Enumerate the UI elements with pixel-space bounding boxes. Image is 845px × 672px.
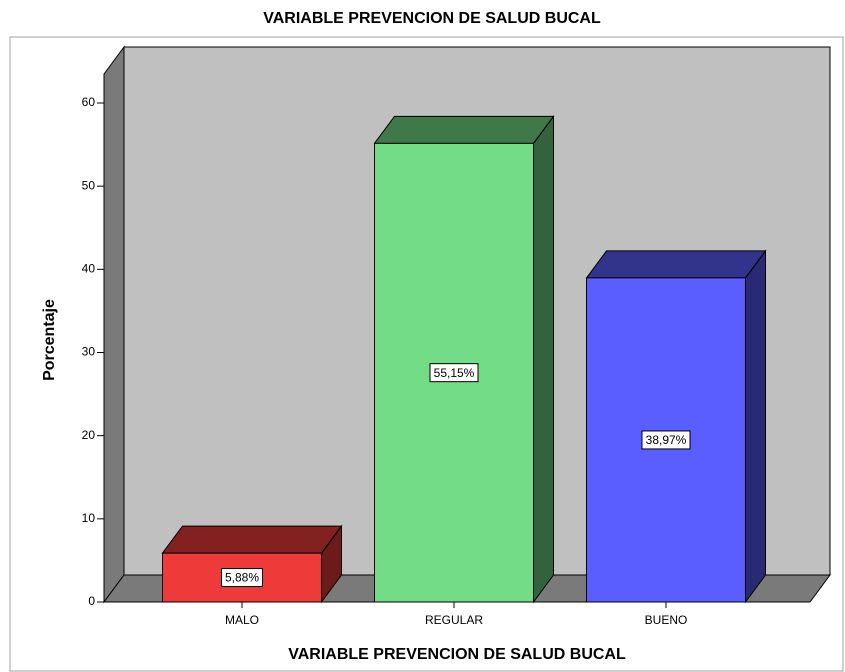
x-tick-label: MALO	[225, 613, 259, 627]
x-tick-label: BUENO	[645, 613, 688, 627]
value-label: 5,88%	[225, 571, 259, 585]
bar	[373, 114, 555, 604]
bar-side	[533, 114, 554, 604]
x-axis-label: VARIABLE PREVENCION DE SALUD BUCAL	[288, 646, 626, 663]
value-label: 38,97%	[646, 433, 687, 447]
y-tick-label: 40	[82, 262, 96, 276]
value-label-box	[221, 568, 263, 588]
bar-top	[585, 250, 767, 279]
bar-side	[745, 249, 766, 604]
bar-top	[161, 525, 343, 554]
bar-top	[373, 115, 555, 144]
bar	[585, 249, 767, 604]
value-label-box	[429, 363, 479, 383]
y-tick-label: 60	[82, 95, 96, 109]
y-tick-label: 0	[88, 594, 95, 608]
y-axis-label: Porcentaje	[41, 299, 58, 381]
chart-title: VARIABLE PREVENCION DE SALUD BUCAL	[263, 10, 601, 27]
x-tick-label: REGULAR	[425, 613, 483, 627]
value-label-box	[641, 430, 691, 450]
bar	[161, 524, 343, 604]
y-tick-label: 30	[82, 345, 96, 359]
y-tick-label: 10	[82, 511, 96, 525]
y-tick-label: 50	[82, 178, 96, 192]
side-wall	[103, 45, 125, 604]
value-label: 55,15%	[434, 366, 475, 380]
y-tick-label: 20	[82, 428, 96, 442]
